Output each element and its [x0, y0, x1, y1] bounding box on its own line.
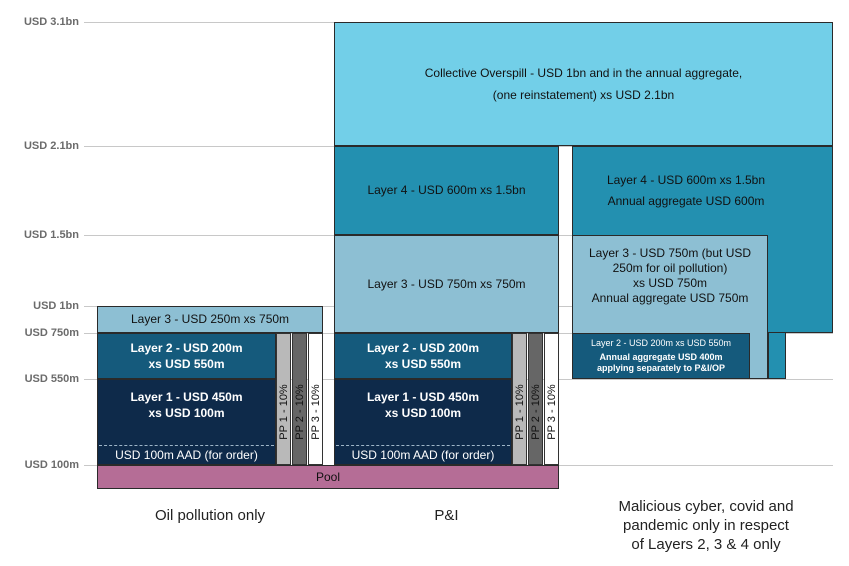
- pi-layer4: [334, 146, 559, 235]
- op-pp-strip-label-3: PP 3 - 10%: [309, 384, 322, 440]
- cy-layer2-agg: Annual aggregate USD 400m applying separ…: [596, 352, 726, 373]
- pi-layer2: [334, 333, 512, 379]
- y-tick-label: USD 550m: [24, 373, 79, 385]
- caption-oil-pollution: Oil pollution only: [154, 507, 266, 524]
- cy-layer4-lower: [768, 333, 786, 379]
- caption-pandi: P&I: [434, 507, 459, 524]
- op-pp-strip-label-1: PP 1 - 10%: [277, 384, 290, 440]
- pi-pp-strip-2: [528, 333, 543, 465]
- y-tick-label: USD 3.1bn: [23, 16, 79, 28]
- cy-layer2-title: Layer 2 - USD 200m xs USD 550m: [590, 337, 732, 348]
- pi-layer1: [334, 379, 512, 465]
- overspill-layer: [334, 22, 833, 146]
- op-layer1-label: Layer 1 - USD 450m xs USD 100m: [130, 389, 243, 420]
- pi-pp-strip-label-2: PP 2 - 10%: [529, 384, 542, 440]
- y-tick-label: USD 100m: [24, 459, 79, 471]
- pi-layer4-label: Layer 4 - USD 600m xs 1.5bn: [367, 183, 526, 198]
- pi-aad-divider: [336, 445, 510, 446]
- op-pp-strip-1: [276, 333, 291, 465]
- y-tick-label: USD 1.5bn: [23, 229, 79, 241]
- op-pp-strip-2: [292, 333, 307, 465]
- pi-aad-label: USD 100m AAD (for order): [351, 447, 495, 462]
- pi-pp-strip-1: [512, 333, 527, 465]
- op-pp-strip-label-2: PP 2 - 10%: [293, 384, 306, 440]
- pi-layer3: [334, 235, 559, 333]
- y-tick-label: USD 1bn: [33, 300, 79, 312]
- pi-layer1-label: Layer 1 - USD 450m xs USD 100m: [366, 389, 480, 420]
- pi-pp-strip-label-3: PP 3 - 10%: [545, 384, 558, 440]
- op-layer1: [97, 379, 276, 465]
- op-pp-strip-3: [308, 333, 323, 465]
- cy-layer2: [572, 333, 750, 379]
- pi-layer2-label: Layer 2 - USD 200m xs USD 550m: [366, 340, 480, 371]
- op-layer3: [97, 306, 323, 333]
- caption-cyber: Malicious cyber, covid and pandemic only…: [618, 498, 794, 553]
- cy-layer3-label: Layer 3 - USD 750m (but USD 250m for oil…: [588, 246, 752, 305]
- cy-layer4-label: Layer 4 - USD 600m xs 1.5bn Annual aggre…: [606, 173, 766, 208]
- y-tick-label: USD 750m: [24, 327, 79, 339]
- op-layer2: [97, 333, 276, 379]
- pi-pp-strip-3: [544, 333, 559, 465]
- pool-bar: [97, 465, 559, 489]
- op-aad-divider: [99, 445, 274, 446]
- y-tick-label: USD 2.1bn: [23, 140, 79, 152]
- overspill-label: Collective Overspill - USD 1bn and in th…: [424, 65, 743, 102]
- op-layer3-label: Layer 3 - USD 250m xs 750m: [130, 312, 290, 327]
- op-aad-label: USD 100m AAD (for order): [115, 447, 258, 462]
- pi-pp-strip-label-1: PP 1 - 10%: [513, 384, 526, 440]
- op-layer2-label: Layer 2 - USD 200m xs USD 550m: [130, 340, 243, 371]
- pool-label: Pool: [315, 469, 341, 484]
- pi-layer3-label: Layer 3 - USD 750m xs 750m: [367, 276, 526, 291]
